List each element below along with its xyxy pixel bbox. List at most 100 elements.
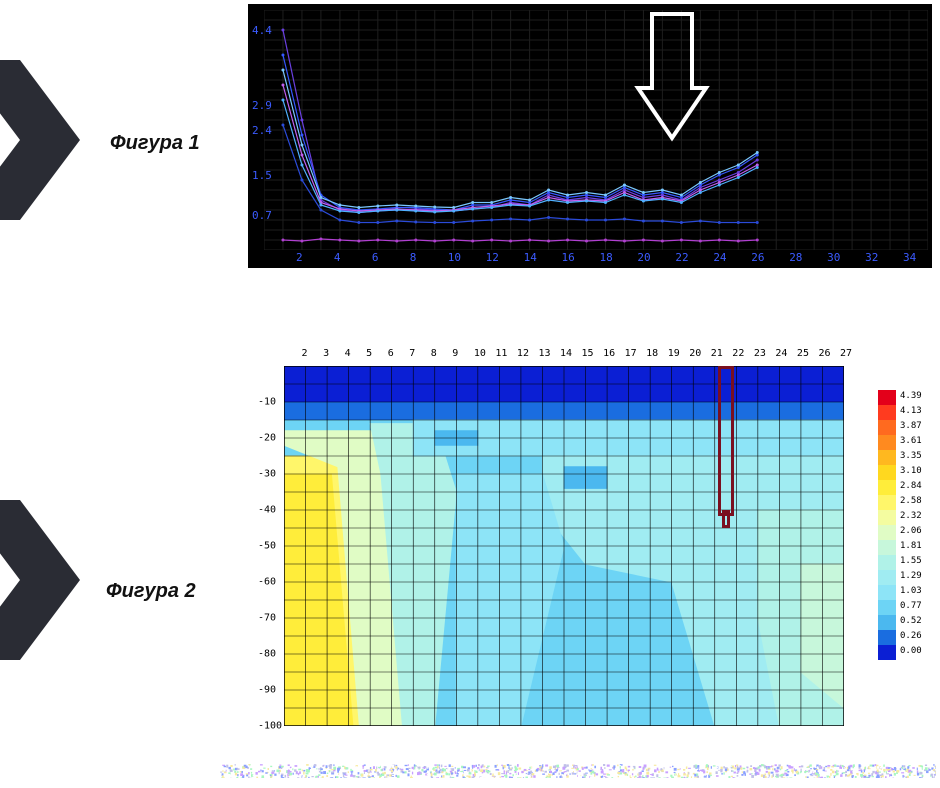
figure-1-plot <box>264 10 928 250</box>
legend-swatch <box>878 495 896 510</box>
figure-1: 0.71.52.42.94.4 246810121416182022242628… <box>244 0 936 272</box>
figure-2-xtick: 21 <box>711 348 723 359</box>
figure-2-xtick: 5 <box>366 348 372 359</box>
figure-2-ytick: -90 <box>258 685 276 696</box>
legend-row: 1.81 <box>878 540 932 555</box>
figure-2: 2345678910111213141516171819202122232425… <box>244 346 936 738</box>
legend-row: 3.87 <box>878 420 932 435</box>
figure-1-xtick: 12 <box>486 251 499 264</box>
figure-2-ytick: -60 <box>258 577 276 588</box>
legend-row: 1.03 <box>878 585 932 600</box>
figure-1-label: Фигура 1 <box>110 132 200 155</box>
legend-swatch <box>878 390 896 405</box>
legend-swatch <box>878 405 896 420</box>
legend-value: 0.77 <box>900 601 922 611</box>
legend-row: 1.55 <box>878 555 932 570</box>
legend-value: 0.26 <box>900 631 922 641</box>
legend-value: 3.87 <box>900 421 922 431</box>
figure-1-xtick: 30 <box>827 251 840 264</box>
legend-value: 3.61 <box>900 436 922 446</box>
figure-1-xtick: 18 <box>599 251 612 264</box>
legend-swatch <box>878 480 896 495</box>
legend-swatch <box>878 555 896 570</box>
legend-value: 2.58 <box>900 496 922 506</box>
legend-row: 2.06 <box>878 525 932 540</box>
figure-2-xtick: 3 <box>323 348 329 359</box>
figure-1-xtick: 22 <box>675 251 688 264</box>
figure-2-xtick: 8 <box>431 348 437 359</box>
legend-swatch <box>878 465 896 480</box>
figure-2-xtick: 12 <box>517 348 529 359</box>
figure-1-xtick: 20 <box>637 251 650 264</box>
legend-row: 3.61 <box>878 435 932 450</box>
figure-2-xtick: 17 <box>625 348 637 359</box>
legend-swatch <box>878 420 896 435</box>
legend-row: 0.00 <box>878 645 932 660</box>
figure-2-ytick: -20 <box>258 433 276 444</box>
legend-row: 4.13 <box>878 405 932 420</box>
legend-value: 4.39 <box>900 391 922 401</box>
figure-1-ytick: 0.7 <box>252 209 272 222</box>
figure-2-marker-tip <box>722 510 730 528</box>
legend-swatch <box>878 600 896 615</box>
legend-value: 1.03 <box>900 586 922 596</box>
figure-2-ytick: -100 <box>258 721 282 732</box>
legend-row: 2.58 <box>878 495 932 510</box>
legend-value: 1.55 <box>900 556 922 566</box>
figure-2-xtick: 14 <box>560 348 572 359</box>
figure-1-xtick: 24 <box>713 251 726 264</box>
figure-2-ytick: -40 <box>258 505 276 516</box>
legend-swatch <box>878 630 896 645</box>
legend-swatch <box>878 525 896 540</box>
figure-2-legend: 4.394.133.873.613.353.102.842.582.322.06… <box>878 390 932 660</box>
chevron-2 <box>0 500 80 660</box>
legend-row: 3.10 <box>878 465 932 480</box>
legend-value: 2.84 <box>900 481 922 491</box>
legend-swatch <box>878 645 896 660</box>
legend-value: 3.10 <box>900 466 922 476</box>
figure-2-xtick: 25 <box>797 348 809 359</box>
figure-1-ytick: 1.5 <box>252 169 272 182</box>
figure-2-ytick: -10 <box>258 397 276 408</box>
figure-1-ytick: 4.4 <box>252 24 272 37</box>
legend-value: 4.13 <box>900 406 922 416</box>
figure-2-marker-box <box>718 366 734 516</box>
legend-swatch <box>878 540 896 555</box>
figure-2-xtick: 19 <box>668 348 680 359</box>
noise-strip <box>220 764 936 778</box>
page: Фигура 1 Фигура 2 0.71.52.42.94.4 246810… <box>0 0 940 788</box>
figure-2-xtick: 27 <box>840 348 852 359</box>
figure-1-xtick: 16 <box>562 251 575 264</box>
figure-2-ytick: -30 <box>258 469 276 480</box>
figure-2-xtick: 24 <box>775 348 787 359</box>
figure-2-xtick: 16 <box>603 348 615 359</box>
legend-value: 0.52 <box>900 616 922 626</box>
figure-2-xtick: 26 <box>818 348 830 359</box>
figure-1-xtick: 6 <box>372 251 379 264</box>
figure-2-xtick: 11 <box>495 348 507 359</box>
figure-2-xtick: 4 <box>345 348 351 359</box>
figure-1-ytick: 2.4 <box>252 124 272 137</box>
figure-2-xtick: 6 <box>388 348 394 359</box>
figure-1-xtick: 26 <box>751 251 764 264</box>
figure-2-xtick: 7 <box>409 348 415 359</box>
figure-1-xtick: 32 <box>865 251 878 264</box>
figure-1-xtick: 8 <box>410 251 417 264</box>
figure-2-xtick: 22 <box>732 348 744 359</box>
figure-2-xtick: 13 <box>538 348 550 359</box>
legend-swatch <box>878 510 896 525</box>
figure-2-ytick: -80 <box>258 649 276 660</box>
legend-value: 2.32 <box>900 511 922 521</box>
figure-2-xtick: 2 <box>302 348 308 359</box>
figure-2-xtick: 10 <box>474 348 486 359</box>
legend-row: 1.29 <box>878 570 932 585</box>
legend-swatch <box>878 585 896 600</box>
figure-1-xtick: 28 <box>789 251 802 264</box>
legend-value: 1.81 <box>900 541 922 551</box>
figure-2-ytick: -50 <box>258 541 276 552</box>
legend-swatch <box>878 435 896 450</box>
figure-1-xtick: 10 <box>448 251 461 264</box>
figure-2-xtick: 20 <box>689 348 701 359</box>
legend-swatch <box>878 615 896 630</box>
figure-2-ytick: -70 <box>258 613 276 624</box>
